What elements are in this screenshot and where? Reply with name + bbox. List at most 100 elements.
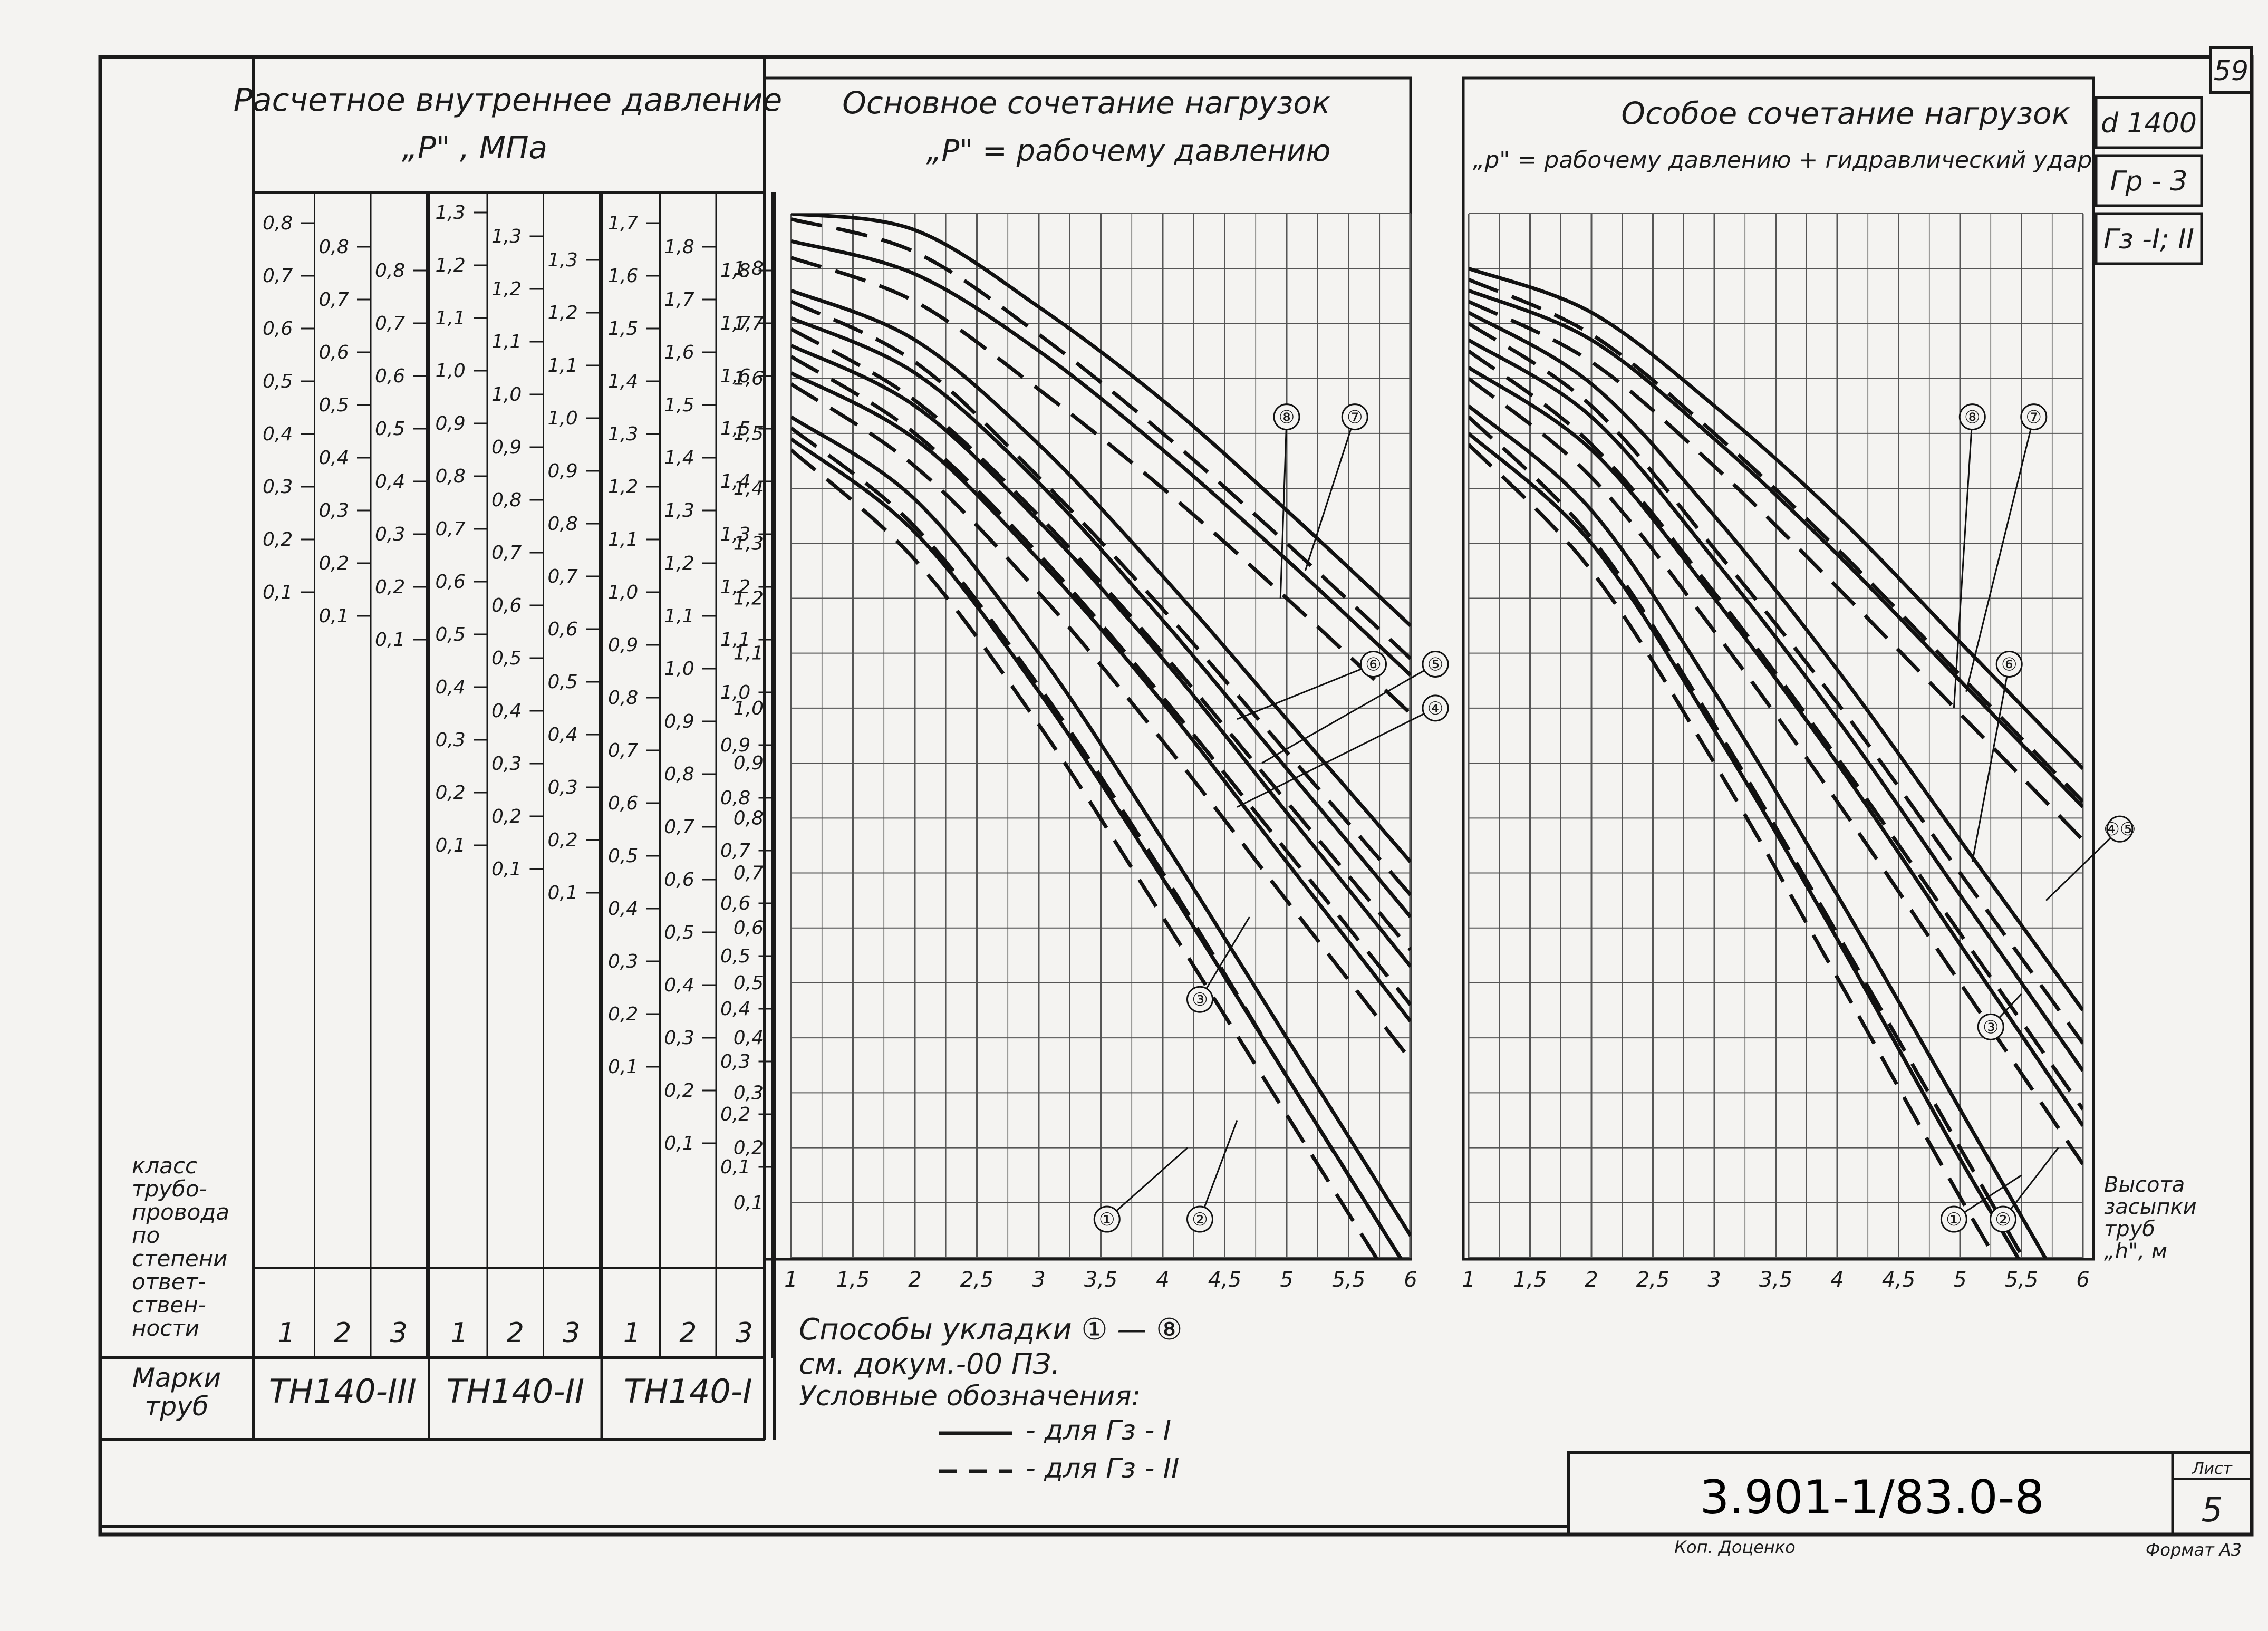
series-line-dashed <box>791 300 1411 896</box>
scale-tick-label: 0,9 <box>548 460 578 482</box>
scale-tick-label: 0,1 <box>720 1156 750 1178</box>
scale-tick-label: 1,2 <box>491 278 522 300</box>
header-box <box>2095 96 2203 149</box>
scale-tick-label: 1,5 <box>608 318 638 340</box>
title-block <box>1567 1451 2253 1536</box>
series-line-solid <box>791 239 1411 677</box>
scale-tick-label: 1,2 <box>548 302 578 324</box>
class-label-line: провода <box>132 1199 229 1225</box>
scale-tick-label: 0,6 <box>436 571 466 593</box>
chart1-subtitle: „Р" = рабочему давлению <box>926 134 1331 168</box>
scale-tick-label: 0,3 <box>608 951 638 972</box>
scale-tick-label: 0,9 <box>720 735 750 756</box>
pipe-mark: ТН140-I <box>624 1372 752 1411</box>
series-line-solid <box>791 343 1411 968</box>
scale-tick-label: 1,5 <box>720 418 750 440</box>
scale-tick-label: 0,7 <box>491 542 522 564</box>
scale-tick-label: 1,5 <box>664 394 694 416</box>
scale-tick-label: 0,4 <box>720 998 750 1020</box>
scale-tick-label: 1,2 <box>436 255 466 276</box>
series-line-dashed <box>791 327 1411 951</box>
marker-leader <box>1237 707 1436 808</box>
y-tick-label: 1,3 <box>734 533 764 554</box>
series-marker-label: ⑦ <box>1347 407 1363 428</box>
marker-leader <box>1237 663 1374 720</box>
scale-tick-label: 1,1 <box>608 529 638 551</box>
scale-tick-label: 1,3 <box>548 249 578 271</box>
scale-tick-label: 1,3 <box>436 202 466 224</box>
scale-tick-label: 0,9 <box>608 634 638 656</box>
x-tick-label: 2 <box>1585 1268 1598 1292</box>
scale-tick-label: 0,4 <box>548 724 578 746</box>
series-line-solid <box>791 415 1411 1237</box>
scale-tick-label: 0,7 <box>720 840 750 862</box>
scale-tick-label: 0,7 <box>375 313 405 334</box>
series-marker-circle <box>2020 403 2048 431</box>
class-number: 3 <box>736 1317 753 1349</box>
series-marker-label: ⑥ <box>1365 654 1381 675</box>
scale-tick-label: 0,3 <box>263 476 293 498</box>
series-line-dashed <box>791 448 1378 1258</box>
scale-tick-label: 0,7 <box>319 289 349 311</box>
x-tick-label: 3,5 <box>1759 1268 1793 1292</box>
scale-tick-label: 0,4 <box>664 974 694 996</box>
author: Коп. Доценко <box>1674 1537 1795 1557</box>
scale-tick-label: 0,4 <box>375 471 405 493</box>
series-line-dashed <box>791 382 1411 1061</box>
scale-tick-label: 1,4 <box>720 471 750 493</box>
series-marker-circle <box>1990 1205 2017 1233</box>
scale-tick-label: 0,1 <box>548 882 578 904</box>
scale-tick-label: 0,1 <box>608 1056 638 1078</box>
x-tick-label: 4,5 <box>1208 1268 1242 1292</box>
scale-tick-label: 0,3 <box>375 524 405 545</box>
scale-tick-label: 0,6 <box>664 869 694 891</box>
y-tick-label: 0,5 <box>734 972 764 994</box>
scale-tick-label: 1,1 <box>664 605 694 627</box>
series-line-solid <box>1469 266 2083 770</box>
marker-leader <box>1199 1119 1238 1220</box>
scale-tick-label: 0,3 <box>720 1051 750 1073</box>
series-marker-circle <box>1995 651 2023 678</box>
scale-tick-label: 1,4 <box>608 371 638 392</box>
y-tick-label: 1,6 <box>734 368 764 390</box>
scale-tick-label: 1,7 <box>664 289 694 311</box>
scale-tick-label: 0,2 <box>263 529 293 551</box>
right-header: d 1400 Гр - 3 Гз -I; II <box>2095 96 2203 265</box>
scale-tick-label: 1,3 <box>664 500 694 522</box>
page-number-box <box>2209 46 2253 94</box>
marker-leader <box>2045 828 2120 901</box>
scale-tick-label: 0,5 <box>548 671 578 693</box>
scale-tick-label: 0,1 <box>319 605 349 627</box>
series-line-solid <box>1469 288 2083 808</box>
scale-tick-label: 0,6 <box>491 595 522 616</box>
axis-caption-line: „h", м <box>2104 1239 2167 1263</box>
y-tick-label: 1,5 <box>734 423 764 445</box>
legend-see: см. докум.-00 ПЗ. <box>799 1347 1060 1381</box>
scale-tick-label: 0,8 <box>319 236 349 258</box>
scale-tick-label: 0,2 <box>608 1003 638 1025</box>
x-tick-label: 1,5 <box>836 1268 870 1292</box>
x-tick-label: 3 <box>1032 1268 1045 1292</box>
scale-tick-label: 0,4 <box>436 677 466 698</box>
class-label-line: степени <box>132 1246 227 1271</box>
scale-tick-label: 0,9 <box>436 413 466 435</box>
scale-tick-label: 0,5 <box>436 624 466 645</box>
series-line-solid <box>791 214 1411 628</box>
scale-tick-label: 0,7 <box>263 265 293 287</box>
scale-tick-label: 1,7 <box>720 313 750 334</box>
class-label-line: трубо- <box>132 1176 207 1202</box>
series-marker-label: ② <box>1192 1209 1208 1230</box>
series-line-solid <box>1469 404 2048 1258</box>
scale-tick-label: 0,3 <box>548 777 578 798</box>
pressure-unit: „Р" , МПа <box>402 130 547 166</box>
x-tick-label: 6 <box>2076 1268 2089 1292</box>
scale-tick-label: 0,9 <box>664 711 694 732</box>
scale-tick-label: 1,2 <box>608 476 638 498</box>
scale-tick-label: 1,1 <box>491 331 522 353</box>
format: Формат А3 <box>2146 1540 2242 1560</box>
scale-tick-label: 0,6 <box>375 365 405 387</box>
scale-tick-label: 1,0 <box>548 408 578 429</box>
class-number: 2 <box>334 1317 351 1349</box>
scale-tick-label: 0,1 <box>491 858 522 880</box>
scale-tick-label: 0,7 <box>608 740 638 761</box>
